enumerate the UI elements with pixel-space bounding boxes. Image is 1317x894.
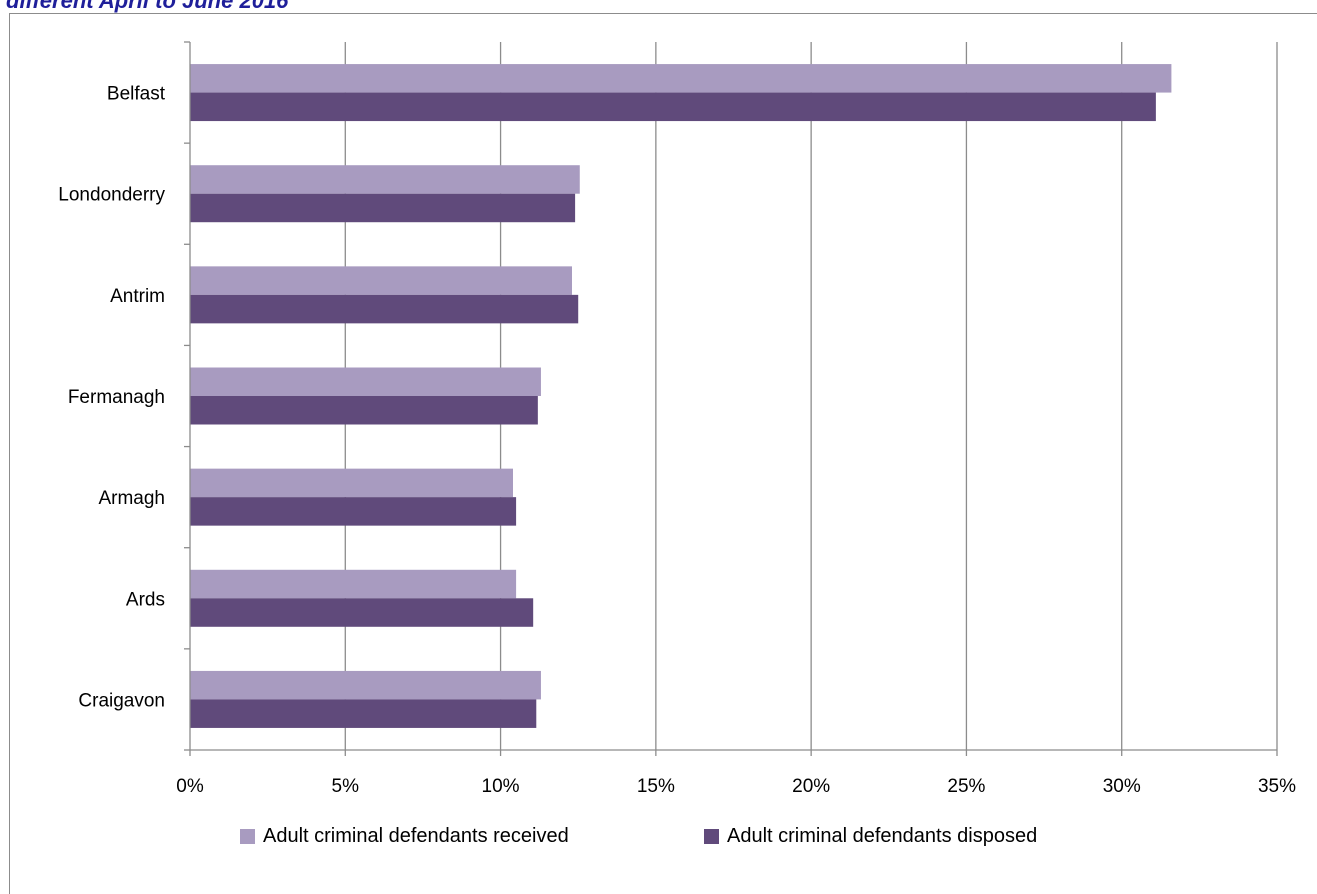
bar-disposed (190, 598, 534, 627)
x-tick-label: 25% (947, 776, 985, 797)
bar-disposed (190, 294, 579, 324)
bar-disposed (190, 699, 537, 728)
bar-disposed (190, 92, 1156, 122)
bar-received (190, 569, 517, 599)
bar-received (190, 367, 541, 396)
category-label: Antrim (110, 286, 165, 307)
category-label: Ards (126, 589, 165, 610)
bar-received (190, 64, 1172, 93)
x-tick-labels: 0% 5% 10% 15% 20% 25% 30% 35% (176, 776, 1296, 797)
axes (184, 41, 1278, 756)
category-label: Belfast (107, 84, 166, 105)
bar-received (190, 670, 541, 700)
bar-disposed (190, 396, 538, 425)
bar-received (190, 165, 580, 194)
category-label: Londonderry (58, 185, 165, 206)
x-tick-label: 20% (792, 776, 830, 797)
bar-disposed (190, 497, 517, 526)
gridlines (344, 42, 1278, 750)
chart-frame (9, 13, 1317, 894)
x-tick-label: 10% (482, 776, 520, 797)
legend-swatch (704, 829, 719, 844)
x-tick-label: 30% (1103, 776, 1141, 797)
x-tick-label: 0% (176, 776, 204, 797)
x-tick-label: 35% (1258, 776, 1296, 797)
bar-disposed (190, 193, 576, 223)
bars (190, 64, 1172, 728)
x-tick-label: 15% (637, 776, 675, 797)
bar-received (190, 266, 573, 295)
bar-chart: Belfast Londonderry Antrim Fermanagh Armagh A… (58, 41, 1296, 847)
legend-swatch (240, 829, 255, 844)
category-label: Craigavon (78, 690, 165, 711)
legend-label: Adult criminal defendants received (263, 825, 569, 847)
chart-title: different April to June 2016 (6, 0, 289, 13)
bar-received (190, 468, 513, 498)
legend-label: Adult criminal defendants disposed (727, 825, 1037, 847)
category-label: Armagh (98, 488, 165, 509)
legend: Adult criminal defendants received Adult … (240, 825, 1037, 847)
x-tick-label: 5% (332, 776, 360, 797)
category-labels: Belfast Londonderry Antrim Fermanagh Armagh A… (58, 84, 165, 712)
category-label: Fermanagh (68, 387, 165, 408)
